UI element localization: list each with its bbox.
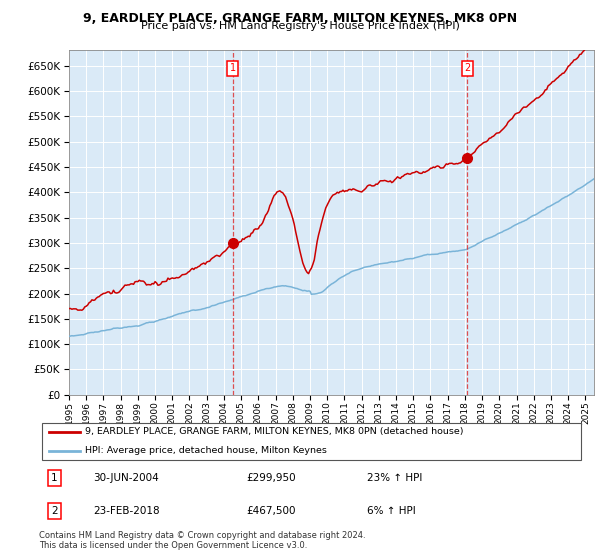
Text: 9, EARDLEY PLACE, GRANGE FARM, MILTON KEYNES, MK8 0PN: 9, EARDLEY PLACE, GRANGE FARM, MILTON KE… [83, 12, 517, 25]
Text: HPI: Average price, detached house, Milton Keynes: HPI: Average price, detached house, Milt… [85, 446, 327, 455]
Text: Contains HM Land Registry data © Crown copyright and database right 2024.: Contains HM Land Registry data © Crown c… [39, 531, 365, 540]
Text: 23-FEB-2018: 23-FEB-2018 [94, 506, 160, 516]
Text: £467,500: £467,500 [247, 506, 296, 516]
Text: This data is licensed under the Open Government Licence v3.0.: This data is licensed under the Open Gov… [39, 541, 307, 550]
Text: 9, EARDLEY PLACE, GRANGE FARM, MILTON KEYNES, MK8 0PN (detached house): 9, EARDLEY PLACE, GRANGE FARM, MILTON KE… [85, 427, 464, 436]
Text: 1: 1 [51, 473, 58, 483]
Text: Price paid vs. HM Land Registry's House Price Index (HPI): Price paid vs. HM Land Registry's House … [140, 21, 460, 31]
Text: 2: 2 [464, 63, 470, 73]
Text: 2: 2 [51, 506, 58, 516]
Text: 30-JUN-2004: 30-JUN-2004 [94, 473, 160, 483]
Text: £299,950: £299,950 [247, 473, 296, 483]
Text: 1: 1 [229, 63, 236, 73]
Text: 23% ↑ HPI: 23% ↑ HPI [367, 473, 422, 483]
FancyBboxPatch shape [42, 423, 581, 460]
Text: 6% ↑ HPI: 6% ↑ HPI [367, 506, 415, 516]
